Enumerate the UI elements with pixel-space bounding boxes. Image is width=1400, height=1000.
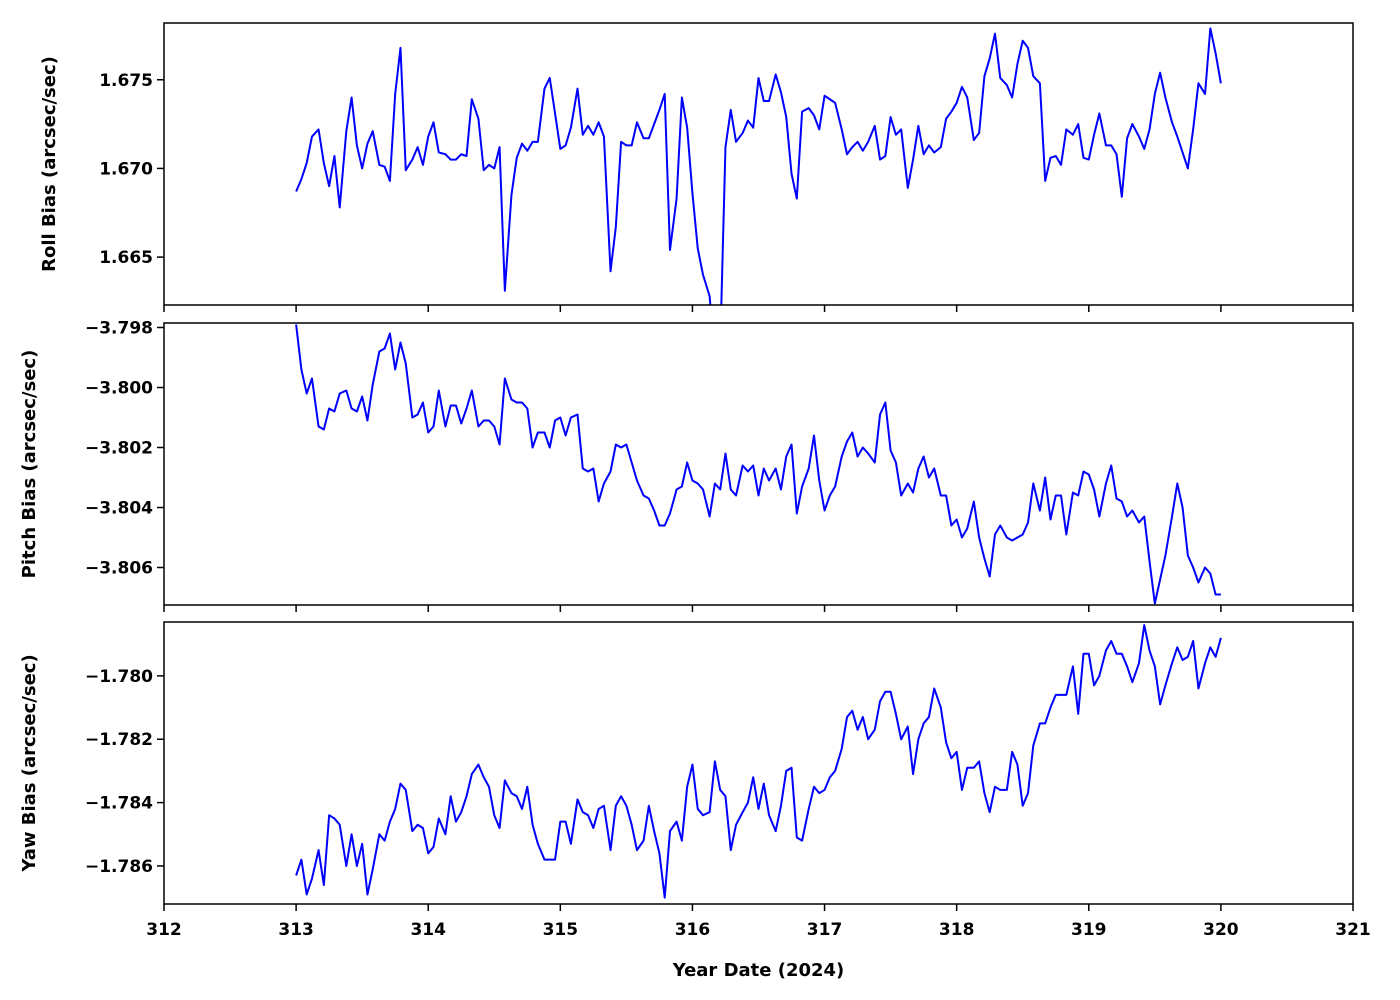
pitch-ytick-label: −3.804 bbox=[85, 499, 153, 519]
roll-plot-area: 1.665 1.670 1.675 bbox=[99, 22, 1354, 312]
pitch-bias-line bbox=[295, 324, 1221, 605]
xtick-label: 317 bbox=[807, 920, 843, 940]
pitch-plot-area: −3.798 −3.800 −3.802 −3.804 −3.806 bbox=[85, 319, 1354, 612]
roll-ytick-label: 1.675 bbox=[99, 71, 153, 91]
yaw-ytick-label: −1.780 bbox=[85, 667, 153, 687]
roll-ytick-label: 1.670 bbox=[99, 159, 153, 179]
xtick-label: 319 bbox=[1071, 920, 1107, 940]
xtick-label: 312 bbox=[146, 920, 182, 940]
yaw-axes-frame bbox=[163, 621, 1354, 905]
pitch-bias-panel: −3.798 −3.800 −3.802 −3.804 −3.806 Pitch Bia… bbox=[19, 319, 1354, 612]
xtick-label: 320 bbox=[1203, 920, 1239, 940]
yaw-ytick-label: −1.786 bbox=[85, 857, 153, 877]
pitch-axes-frame bbox=[163, 322, 1354, 606]
roll-axes-frame bbox=[163, 22, 1354, 306]
xtick-label: 315 bbox=[543, 920, 579, 940]
xtick-label: 318 bbox=[939, 920, 975, 940]
xtick-label: 313 bbox=[278, 920, 314, 940]
yaw-ytick-label: −1.784 bbox=[85, 794, 153, 814]
yaw-bias-line bbox=[295, 624, 1222, 899]
pitch-ytick-label: −3.800 bbox=[85, 379, 153, 399]
xtick-label: 314 bbox=[410, 920, 446, 940]
yaw-ytick-label: −1.782 bbox=[85, 730, 153, 750]
pitch-ytick-label: −3.798 bbox=[85, 319, 153, 339]
yaw-bias-panel: −1.780 −1.782 −1.784 −1.786 312 313 314 315 316 3… bbox=[19, 621, 1371, 981]
yaw-plot-area: −1.780 −1.782 −1.784 −1.786 312 313 314 315 316 3… bbox=[85, 621, 1371, 940]
roll-ytick-label: 1.665 bbox=[99, 248, 153, 268]
roll-bias-panel: 1.665 1.670 1.675 Roll Bias (arcsec/sec) bbox=[39, 22, 1354, 312]
pitch-ytick-label: −3.802 bbox=[85, 439, 153, 459]
roll-ylabel: Roll Bias (arcsec/sec) bbox=[39, 56, 60, 272]
pitch-ytick-label: −3.806 bbox=[85, 559, 153, 579]
pitch-ylabel: Pitch Bias (arcsec/sec) bbox=[19, 350, 40, 579]
roll-bias-line bbox=[295, 27, 1222, 305]
yaw-ylabel: Yaw Bias (arcsec/sec) bbox=[19, 654, 40, 872]
xtick-label: 321 bbox=[1335, 920, 1371, 940]
xtick-label: 316 bbox=[675, 920, 711, 940]
x-axis-label: Year Date (2024) bbox=[672, 960, 845, 981]
